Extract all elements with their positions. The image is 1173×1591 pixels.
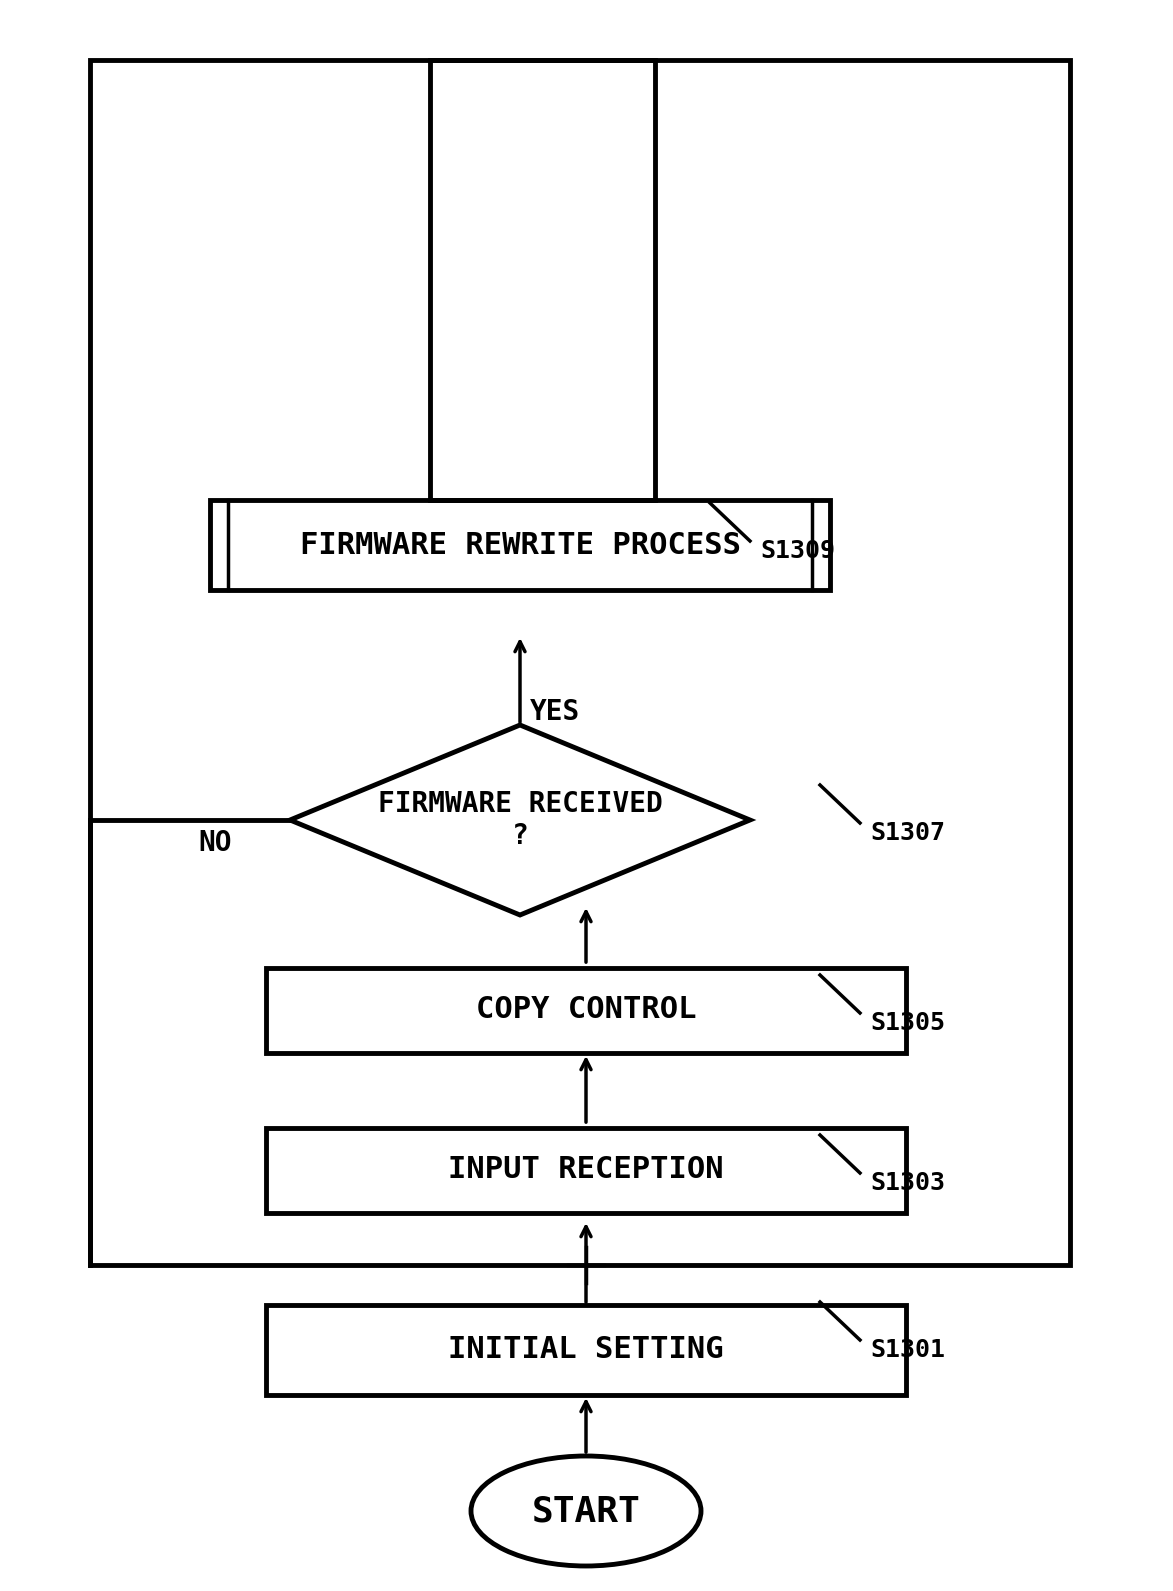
- Bar: [90, 60, 1070, 1265]
- Text: S1301: S1301: [870, 1338, 945, 1362]
- Text: INPUT RECEPTION: INPUT RECEPTION: [448, 1155, 724, 1185]
- Text: FIRMWARE RECEIVED
?: FIRMWARE RECEIVED ?: [378, 789, 663, 850]
- Text: YES: YES: [530, 698, 581, 725]
- Bar: [210, 500, 830, 590]
- Text: S1309: S1309: [760, 539, 835, 563]
- Bar: [266, 967, 906, 1053]
- Text: S1307: S1307: [870, 821, 945, 845]
- Bar: [266, 1128, 906, 1212]
- Text: COPY CONTROL: COPY CONTROL: [476, 996, 697, 1025]
- Bar: [266, 1305, 906, 1395]
- Text: S1303: S1303: [870, 1171, 945, 1195]
- Text: NO: NO: [198, 829, 232, 858]
- Bar: [430, 60, 655, 500]
- Text: FIRMWARE REWRITE PROCESS: FIRMWARE REWRITE PROCESS: [299, 530, 740, 560]
- Text: S1305: S1305: [870, 1010, 945, 1036]
- Text: INITIAL SETTING: INITIAL SETTING: [448, 1335, 724, 1365]
- Text: START: START: [531, 1494, 640, 1527]
